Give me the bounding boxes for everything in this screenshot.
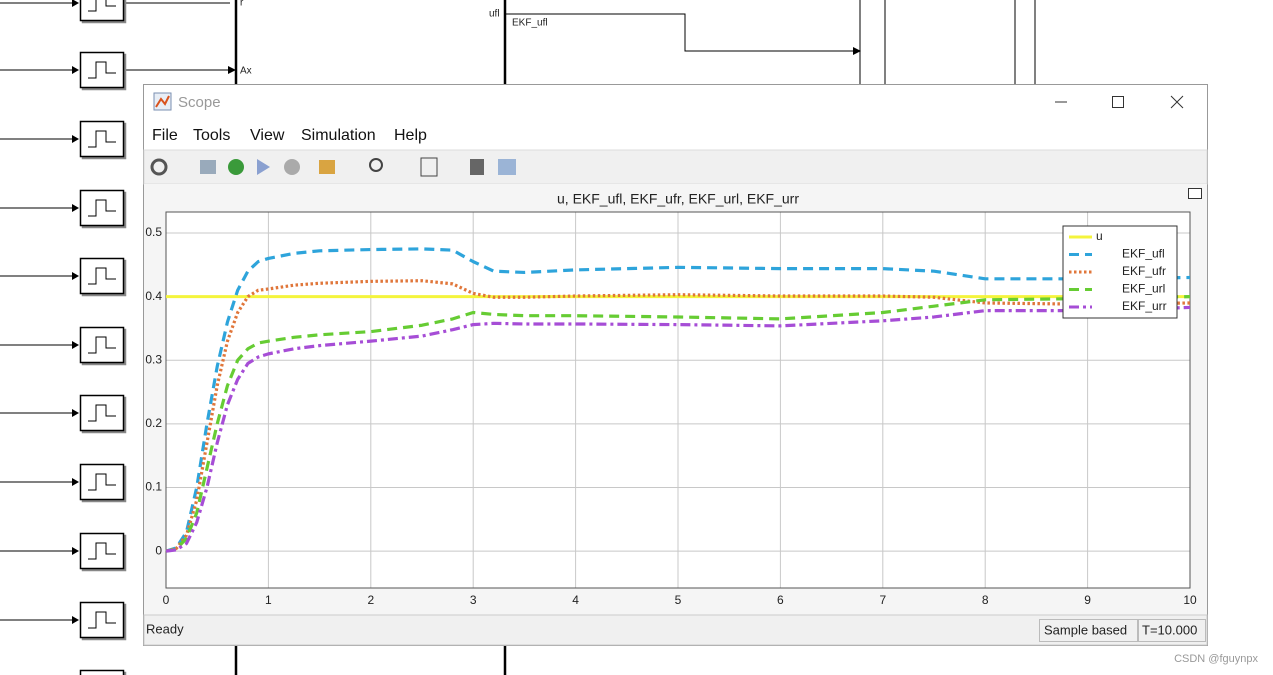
series-line: [165, 279, 1191, 553]
scale-button[interactable]: [420, 157, 438, 177]
step-block: [79, 326, 125, 364]
step-icon: [88, 61, 116, 79]
toolbar: [143, 149, 1208, 185]
step-icon: [88, 611, 116, 629]
app-icon-glyph: [155, 95, 170, 108]
y-tick-label: 0: [155, 543, 162, 557]
zoom-button[interactable]: [369, 158, 383, 172]
status-field: [1039, 619, 1138, 642]
menu-item[interactable]: View: [250, 127, 285, 144]
x-tick-label: 5: [675, 593, 682, 607]
x-tick-label: 1: [265, 593, 272, 607]
step-icon: [88, 404, 116, 422]
status-mode: Sample based: [1044, 622, 1127, 637]
wire: [505, 13, 855, 52]
arrow: [72, 272, 79, 280]
settings-button[interactable]: [150, 158, 168, 176]
arrow: [72, 616, 79, 624]
y-tick-label: 0.3: [145, 352, 162, 366]
step-block: [79, 669, 125, 675]
arrow: [72, 66, 79, 74]
step-button[interactable]: [257, 159, 270, 175]
series-line: [165, 295, 1191, 553]
arrow: [72, 341, 79, 349]
legend-label: EKF_ufr: [1122, 264, 1166, 278]
y-tick-label: 0.2: [145, 416, 162, 430]
x-tick-label: 2: [367, 593, 374, 607]
menu-item[interactable]: Tools: [193, 127, 230, 144]
scope-window: Scope File Tools View Simulation Help Re…: [143, 84, 1208, 646]
step-block: [79, 601, 125, 639]
signal-label: EKF_ufl: [512, 18, 548, 29]
arrow: [72, 409, 79, 417]
maximize[interactable]: [1112, 96, 1124, 108]
arrow: [72, 135, 79, 143]
step-icon: [88, 473, 116, 491]
legend-label: EKF_url: [1122, 282, 1165, 296]
menu-item[interactable]: Help: [394, 127, 427, 144]
x-tick-label: 0: [163, 593, 170, 607]
step-block: [79, 532, 125, 570]
status-bar: [143, 614, 1208, 646]
step-block: [79, 257, 125, 295]
step-block: [79, 51, 125, 89]
arrow: [72, 0, 79, 7]
arrow: [72, 478, 79, 486]
menu-item[interactable]: File: [152, 127, 178, 144]
x-tick-label: 3: [470, 593, 477, 607]
arrow: [853, 47, 861, 55]
x-tick-label: 4: [572, 593, 579, 607]
step-icon: [88, 336, 116, 354]
run-button[interactable]: [228, 159, 244, 175]
step-icon: [88, 199, 116, 217]
style-button[interactable]: [470, 159, 484, 175]
status-field: [1138, 619, 1206, 642]
legend-label: EKF_urr: [1122, 299, 1167, 313]
undock-button[interactable]: [1188, 188, 1202, 199]
legend-box: [1062, 225, 1178, 319]
step-block: [79, 0, 125, 22]
step-icon: [88, 542, 116, 560]
menu-item[interactable]: Simulation: [301, 127, 376, 144]
axes-box: [165, 211, 1191, 589]
y-tick-label: 0.1: [145, 480, 162, 494]
legend-label: u: [1096, 229, 1103, 243]
y-tick-label: 0.4: [145, 289, 162, 303]
step-block: [79, 120, 125, 158]
stop-button[interactable]: [284, 159, 300, 175]
watermark: CSDN @fguynpx: [1174, 653, 1258, 665]
plot: 0 1 2 3 4 5 6 7 8 9 10 0 0.1 0.2 0.3 0.4 0.5 u EKF_ufl EKF_…: [145, 211, 1197, 607]
series-line: [165, 305, 1191, 553]
step-icon: [88, 0, 116, 12]
close[interactable]: [1170, 95, 1184, 109]
legend-label: EKF_ufl: [1122, 247, 1165, 261]
status-text: Ready: [146, 621, 184, 636]
arrow: [72, 204, 79, 212]
step-block: [79, 463, 125, 501]
port-label: r: [240, 0, 244, 9]
y-tick-label: 0.5: [145, 225, 162, 239]
step-block: [79, 189, 125, 227]
measure-button[interactable]: [498, 159, 516, 175]
step-block: [79, 394, 125, 432]
port-label: ufl: [489, 9, 500, 20]
step-icon: [88, 130, 116, 148]
step-icon: [88, 267, 116, 285]
x-tick-label: 6: [777, 593, 784, 607]
port-label: Ax: [240, 66, 252, 77]
signal-button[interactable]: [319, 160, 335, 174]
chart-title: u, EKF_ufl, EKF_ufr, EKF_url, EKF_urr: [557, 191, 799, 207]
x-tick-label: 7: [879, 593, 886, 607]
arrow: [228, 66, 236, 74]
x-tick-label: 10: [1183, 593, 1197, 607]
x-tick-label: 8: [982, 593, 989, 607]
arrow: [72, 547, 79, 555]
x-tick-label: 9: [1084, 593, 1091, 607]
window-title: Scope: [178, 94, 221, 111]
status-time: T=10.000: [1142, 622, 1197, 637]
restart-button[interactable]: [200, 160, 216, 174]
